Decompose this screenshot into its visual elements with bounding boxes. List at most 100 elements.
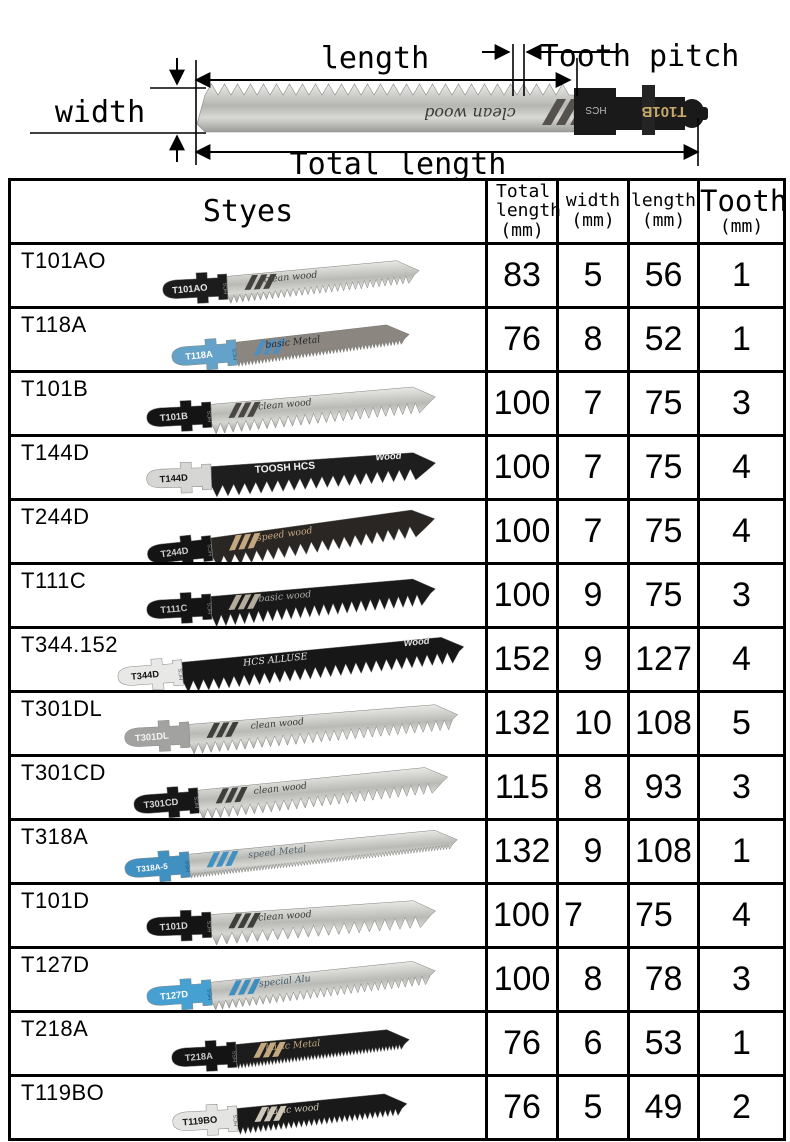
length-value: 78 <box>627 946 700 1013</box>
blade-style-label: T318A <box>21 824 89 849</box>
table-row: T101AO clean wood T101AO HCS 83 5 56 1 <box>8 242 786 309</box>
style-cell: T244D speed wood T244D HCS <box>8 498 488 565</box>
header-line: length <box>630 190 697 211</box>
blade-shank <box>171 338 238 369</box>
style-cell: T301DL clean wood T301DL <box>8 690 488 757</box>
header-unit: (mm) <box>500 219 544 241</box>
length-value: 108 <box>627 818 700 885</box>
blade-stripes-icon <box>228 401 261 418</box>
style-cell: T144D TOOSH HCS Wood T144D <box>8 434 488 501</box>
shank-model-text: T119BO <box>182 1114 218 1127</box>
blade-body <box>210 386 436 433</box>
diagram-shank-model-text: T101B <box>641 103 686 120</box>
blade-photo-svg: clean wood T101AO HCS <box>162 260 420 304</box>
blade-stripes-icon <box>253 338 286 356</box>
tooth-value: 1 <box>697 306 786 373</box>
table-row: T127D special Alu T127D HSS 100 8 78 3 <box>8 946 786 1013</box>
blade-style-label: T101D <box>21 888 90 913</box>
length-value: 56 <box>627 242 700 309</box>
table-row: T101D clean wood T101D HCS 100 7 75 4 <box>8 882 786 949</box>
blade-photo: special Alu T127D HSS <box>138 961 484 1009</box>
header-unit: (mm) <box>571 210 615 231</box>
table-row: T244D speed wood T244D HCS 100 7 75 4 <box>8 498 786 565</box>
style-cell: T101D clean wood T101D HCS <box>8 882 488 949</box>
total-length-value: 76 <box>485 1010 559 1077</box>
header-line: Total <box>496 180 551 202</box>
blade-photo: basic Metal T218A HSS <box>163 1025 484 1073</box>
header-line: length <box>496 199 562 221</box>
width-value: 9 <box>556 818 630 885</box>
tooth-value: 1 <box>697 242 786 309</box>
blade-brand-text: basic wood <box>258 589 312 605</box>
blade-style-label: T119BO <box>21 1080 105 1105</box>
diagram-blade-body <box>196 83 575 133</box>
blade-photo-svg: clean wood T301DL <box>124 704 459 753</box>
blade-photo: clean wood T301CD HCS <box>125 767 484 817</box>
length-label: length <box>321 41 429 76</box>
header-line: Tooth <box>700 183 788 218</box>
shank-material-text: HCS <box>207 920 213 932</box>
shank-model-text: T111C <box>160 603 188 615</box>
blade-stripes-icon <box>206 721 239 738</box>
tooth-value: 3 <box>697 754 786 821</box>
blade-brand-text: clean wood <box>264 270 318 286</box>
blade-spec-table: Styes Total length (mm) width (mm) lengt… <box>8 178 788 1141</box>
blade-body <box>188 830 458 879</box>
dimension-lines <box>169 44 700 162</box>
tooth-value: 2 <box>697 1074 786 1141</box>
total-length-value: 76 <box>485 306 559 373</box>
blade-stripes-icon <box>228 978 261 996</box>
blade-style-label: T118A <box>21 312 87 337</box>
width-value: 8 <box>556 946 630 1013</box>
blade-shank <box>124 720 191 752</box>
style-cell: T101AO clean wood T101AO HCS <box>8 242 488 309</box>
blade-shank <box>124 850 191 881</box>
shank-material-text: HSS <box>185 860 192 872</box>
shank-material-text: HCS <box>178 668 185 680</box>
blade-shank <box>146 592 213 624</box>
width-value: 9 <box>556 562 630 629</box>
blade-style-label: T301DL <box>21 696 103 721</box>
width-value: 7 <box>556 882 630 949</box>
length-value: 53 <box>627 1010 700 1077</box>
blade-style-label: T101B <box>21 376 89 401</box>
total-length-value: 100 <box>485 882 559 949</box>
shank-model-text: T101AO <box>172 282 208 295</box>
header-line: width <box>565 190 621 211</box>
total-length-value: 76 <box>485 1074 559 1141</box>
blade-photo: speed wood T244D HCS <box>138 509 484 561</box>
blade-photo: basic wood T119BO HCS <box>164 1089 484 1137</box>
blade-style-label: T218A <box>21 1016 89 1041</box>
blade-body <box>235 1029 410 1070</box>
length-value: 93 <box>627 754 700 821</box>
length-value: 75 <box>627 562 700 629</box>
length-value: 52 <box>627 306 700 373</box>
shank-model-text: T127D <box>160 989 189 1002</box>
blade-body <box>197 767 449 817</box>
shank-model-text: T101B <box>159 411 188 423</box>
shank-material-text: HSS <box>232 1050 239 1062</box>
table-header-row: Styes Total length (mm) width (mm) lengt… <box>8 178 788 245</box>
blade-style-label: T127D <box>21 952 90 977</box>
length-value: 75 <box>627 370 700 437</box>
total-length-value: 100 <box>485 434 559 501</box>
tooth-value: 4 <box>697 626 786 693</box>
extension-ticks <box>30 44 699 166</box>
diagram-blade-shank <box>574 85 708 135</box>
blade-stripes-icon <box>229 532 261 551</box>
width-value: 5 <box>556 1074 630 1141</box>
blade-brand-text: basic Metal <box>265 1038 321 1054</box>
width-value: 5 <box>556 242 630 309</box>
width-value: 10 <box>556 690 630 757</box>
total-length-value: 152 <box>485 626 559 693</box>
table-row: T101B clean wood T101B HCS 100 7 75 3 <box>8 370 786 437</box>
total-length-value: 83 <box>485 242 559 309</box>
blade-photo: basic Metal T118A HCS <box>163 321 484 369</box>
blade-tip-text: Wood <box>403 636 430 649</box>
blade-brand-text: TOOSH HCS <box>254 461 315 476</box>
shank-model-text: T344D <box>131 669 160 682</box>
width-value: 7 <box>556 434 630 501</box>
